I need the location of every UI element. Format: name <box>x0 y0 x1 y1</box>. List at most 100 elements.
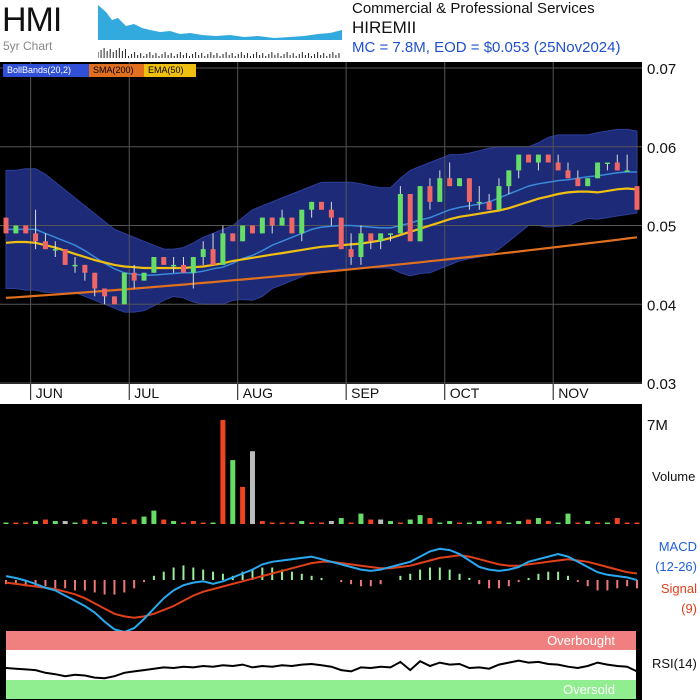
legend-sma200: SMA(200) <box>89 64 145 77</box>
candle-body <box>555 162 561 171</box>
candle-body <box>348 249 354 257</box>
volume-bar <box>230 460 236 524</box>
volume-bar <box>220 420 226 524</box>
candle-body <box>92 272 98 289</box>
candle-body <box>131 272 137 281</box>
candle-body <box>220 233 226 265</box>
candle-body <box>526 154 532 163</box>
volume-bar <box>328 521 334 524</box>
candle-body <box>516 154 522 171</box>
volume-bar <box>62 521 68 524</box>
candle-body <box>378 233 384 242</box>
candle-body <box>417 186 423 242</box>
volume-bar <box>427 518 433 524</box>
volume-bar <box>319 522 324 524</box>
volume-bar <box>575 522 581 524</box>
volume-bar <box>614 518 620 524</box>
volume-bar <box>111 518 117 524</box>
candle-body <box>279 217 285 226</box>
volume-bar <box>595 522 601 524</box>
volume-y-tick: 7M <box>647 417 668 434</box>
month-label: AUG <box>243 385 273 401</box>
sector-label: Commercial & Professional Services <box>352 0 595 17</box>
candle-body <box>466 178 472 202</box>
candle-body <box>180 264 186 273</box>
candle-body <box>161 257 167 265</box>
month-label: SEP <box>351 385 379 401</box>
volume-bar <box>121 522 127 524</box>
legend-bollinger: BollBands(20,2) <box>3 64 89 77</box>
candle-body <box>141 272 147 281</box>
candle-body <box>200 249 206 257</box>
candle-body <box>535 154 541 163</box>
candle-body <box>328 209 334 218</box>
candle-body <box>62 249 68 265</box>
oversold-label: Oversold <box>563 682 615 697</box>
y-tick-label: 0.07 <box>647 61 676 78</box>
candle-body <box>240 225 246 242</box>
candle-body <box>319 201 324 210</box>
volume-bar <box>210 522 216 524</box>
candle-body <box>259 217 265 234</box>
volume-bar <box>92 521 98 524</box>
volume-bar <box>634 522 640 524</box>
ticker-symbol: HMI <box>2 1 62 39</box>
candle-body <box>388 233 394 235</box>
volume-bar <box>447 521 453 524</box>
market-info: MC = 7.8M, EOD = $0.053 (25Nov2024) <box>352 39 621 56</box>
candle-body <box>595 162 601 179</box>
volume-bar <box>200 522 206 524</box>
overbought-label: Overbought <box>547 633 615 648</box>
volume-bar <box>388 521 394 524</box>
y-tick-label: 0.03 <box>647 376 676 393</box>
volume-bar <box>180 522 186 524</box>
volume-bar <box>3 522 9 524</box>
volume-bar <box>249 451 255 524</box>
candle-body <box>447 178 453 187</box>
candle-body <box>33 233 39 242</box>
candle-body <box>407 194 413 242</box>
volume-bar <box>131 519 137 524</box>
candle-body <box>121 272 127 305</box>
chart-period-label: 5yr Chart <box>3 39 53 53</box>
signal-params-label: (9) <box>681 601 697 616</box>
volume-bar <box>368 519 374 524</box>
company-name: HIREMII <box>352 18 417 37</box>
volume-bar <box>526 519 532 524</box>
macd-label: MACD <box>659 539 697 554</box>
volume-bar <box>190 521 196 524</box>
rsi-overbought-zone <box>6 631 636 650</box>
volume-bar <box>348 522 354 524</box>
candle-body <box>358 233 364 257</box>
candle-body <box>457 178 463 187</box>
candle-body <box>230 233 236 242</box>
rsi-line <box>5 659 638 680</box>
candle-body <box>23 225 29 234</box>
candle-body <box>249 225 255 234</box>
candle-body <box>269 217 275 226</box>
volume-bar <box>82 519 88 524</box>
candle-body <box>634 186 640 210</box>
month-label: OCT <box>450 385 480 401</box>
y-tick-label: 0.05 <box>647 219 676 236</box>
candle-body <box>614 162 620 171</box>
month-label: JUN <box>36 385 63 401</box>
legend-ema50: EMA(50) <box>144 64 196 77</box>
volume-bar <box>585 521 591 524</box>
candle-body <box>13 225 19 234</box>
rsi-oversold-zone <box>6 680 636 699</box>
candle-body <box>486 201 492 210</box>
sma200-line <box>5 236 638 299</box>
candle-body <box>397 194 403 234</box>
volume-bar <box>378 519 384 524</box>
volume-bar <box>565 513 571 524</box>
candle-body <box>210 249 216 265</box>
bollinger-mid-line <box>6 171 637 276</box>
volume-bar <box>269 522 275 524</box>
volume-bar <box>466 522 472 524</box>
candle-body <box>52 249 58 251</box>
volume-bar <box>535 518 541 524</box>
volume-bar <box>102 522 108 524</box>
macd-panel-bg <box>0 525 642 628</box>
